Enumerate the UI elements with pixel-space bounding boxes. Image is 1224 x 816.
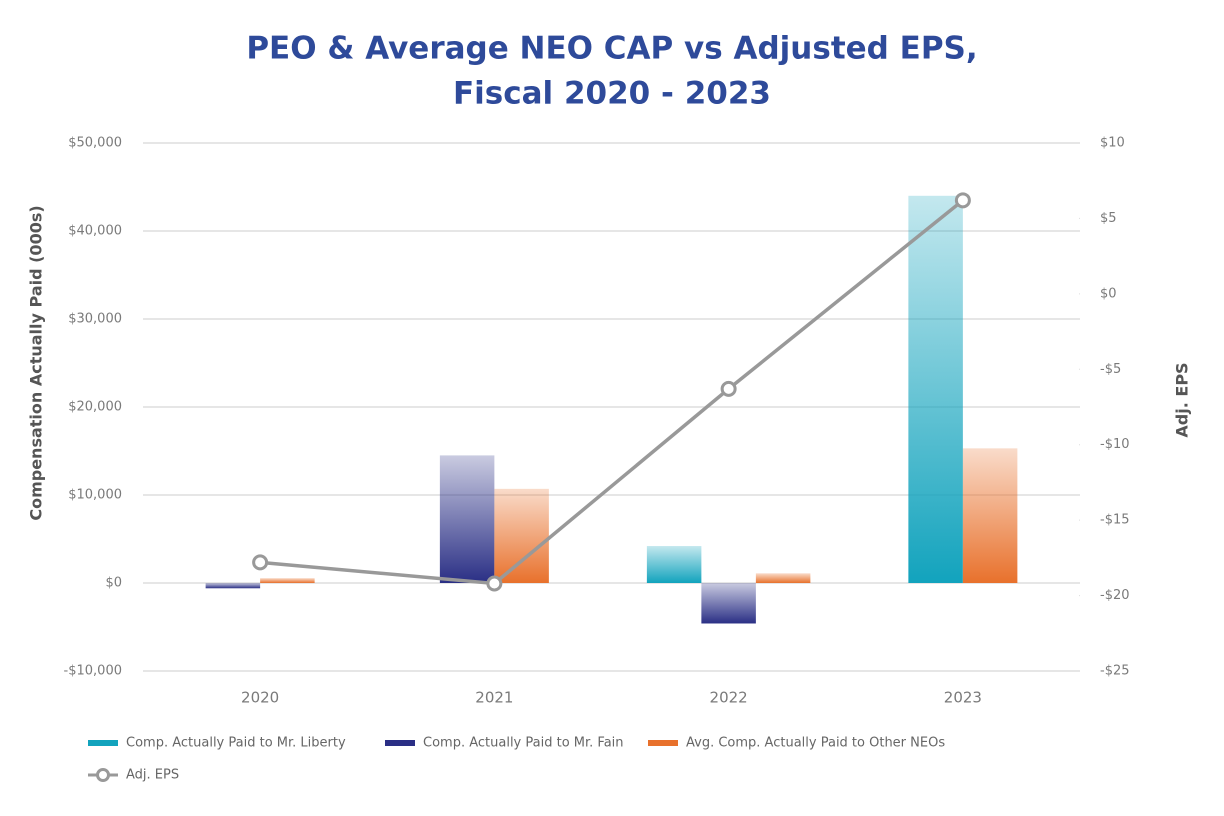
legend-swatch <box>88 740 118 746</box>
line <box>259 198 964 586</box>
y2-tick-label: -$20 <box>1100 588 1130 603</box>
line-marker <box>486 575 503 592</box>
chart-title: Fiscal 2020 - 2023 <box>453 76 771 112</box>
bar <box>494 488 549 583</box>
x-tick-label: 2020 <box>241 689 279 707</box>
bar <box>439 455 495 583</box>
y2-tick-label: $10 <box>1100 136 1125 151</box>
y2-tick-label: -$10 <box>1100 437 1130 452</box>
legend-swatch <box>648 740 678 746</box>
legend-label: Avg. Comp. Actually Paid to Other NEOs <box>686 736 945 751</box>
bar <box>205 583 261 589</box>
bar <box>755 573 811 583</box>
x-tick-label: 2023 <box>944 689 982 707</box>
line-marker <box>252 554 269 571</box>
x-tick-label: 2021 <box>475 689 513 707</box>
bar <box>701 583 756 624</box>
bar <box>646 546 702 583</box>
y-tick-label: $0 <box>105 576 122 591</box>
y2-tick-label: -$25 <box>1100 664 1130 679</box>
legend-label: Adj. EPS <box>126 768 179 783</box>
y2-tick-label: $0 <box>1100 286 1117 301</box>
y2-tick-label: -$5 <box>1100 362 1121 377</box>
y2-tick-label: $5 <box>1100 211 1117 226</box>
bar <box>260 578 315 583</box>
y-tick-label: $20,000 <box>68 400 122 415</box>
y-tick-label: $30,000 <box>68 312 122 327</box>
legend-label: Comp. Actually Paid to Mr. Fain <box>423 736 624 751</box>
y-tick-label: $10,000 <box>68 488 122 503</box>
y-tick-label: $50,000 <box>68 136 122 151</box>
y-axis-label: Compensation Actually Paid (000s) <box>27 205 46 520</box>
legend-label: Comp. Actually Paid to Mr. Liberty <box>126 736 346 751</box>
y2-tick-label: -$15 <box>1100 513 1130 528</box>
y2-axis-label: Adj. EPS <box>1173 362 1192 437</box>
y-tick-label: $40,000 <box>68 224 122 239</box>
chart-title: PEO & Average NEO CAP vs Adjusted EPS, <box>246 31 977 67</box>
legend-swatch <box>385 740 415 746</box>
x-tick-label: 2022 <box>710 689 748 707</box>
legend-swatch <box>96 768 110 782</box>
y-tick-label: -$10,000 <box>64 664 122 679</box>
line-marker <box>720 380 737 397</box>
bar <box>962 448 1018 583</box>
bar <box>908 195 963 584</box>
line-marker <box>954 192 971 209</box>
